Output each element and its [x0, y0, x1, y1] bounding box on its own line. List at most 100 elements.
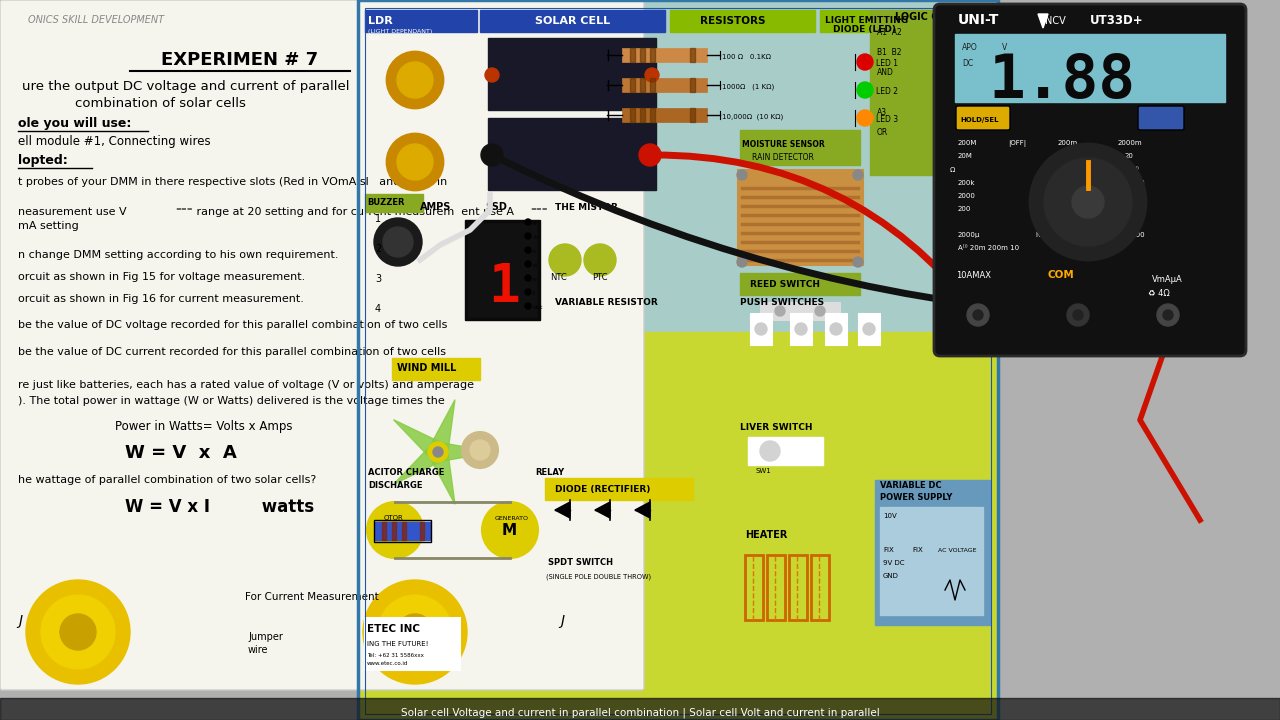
- Circle shape: [525, 233, 531, 239]
- Text: GENERATO: GENERATO: [495, 516, 529, 521]
- Text: ONICS SKILL DEVELOPMENT: ONICS SKILL DEVELOPMENT: [28, 15, 164, 25]
- Text: LOGIC GATES: LOGIC GATES: [895, 12, 966, 22]
- Text: + 600: + 600: [1125, 193, 1147, 199]
- Text: 200: 200: [957, 206, 972, 212]
- Bar: [0, 698, 1280, 720]
- Bar: [690, 108, 695, 122]
- Text: ETEC INC: ETEC INC: [367, 624, 420, 634]
- Text: 1: 1: [375, 214, 381, 224]
- Text: he wattage of parallel combination of two solar cells?: he wattage of parallel combination of tw…: [18, 475, 316, 485]
- Text: V~: V~: [1125, 219, 1135, 225]
- Bar: [392, 522, 396, 540]
- Text: BUZZER: BUZZER: [367, 198, 404, 207]
- Circle shape: [639, 144, 660, 166]
- Text: range at 20 setting and for current measurem  ent use A: range at 20 setting and for current meas…: [193, 207, 515, 217]
- Circle shape: [383, 227, 413, 257]
- Text: ♻ 4Ω: ♻ 4Ω: [1148, 289, 1170, 298]
- Bar: [739, 170, 863, 265]
- Bar: [488, 38, 657, 110]
- Text: 10,000Ω  (10 KΩ): 10,000Ω (10 KΩ): [722, 114, 783, 120]
- Text: f: f: [532, 291, 535, 296]
- Text: UNI-T: UNI-T: [957, 13, 1000, 27]
- Text: 2: 2: [375, 244, 381, 254]
- Text: SOLAR CELL: SOLAR CELL: [535, 16, 611, 26]
- Text: 1.88: 1.88: [988, 52, 1135, 111]
- Text: Tel: +62 31 5586xxx: Tel: +62 31 5586xxx: [367, 653, 424, 658]
- Bar: [630, 78, 635, 92]
- Text: • 200: • 200: [1125, 232, 1144, 238]
- Text: For Current Measurement: For Current Measurement: [244, 592, 379, 602]
- Text: LED 2: LED 2: [876, 87, 899, 96]
- Bar: [392, 358, 480, 380]
- Text: Jumper: Jumper: [248, 632, 283, 642]
- Text: THE MISTOR: THE MISTOR: [556, 203, 618, 212]
- Text: COM: COM: [1048, 270, 1075, 280]
- Text: NCV: NCV: [1036, 232, 1050, 238]
- Circle shape: [863, 323, 876, 335]
- Bar: [669, 10, 815, 32]
- Text: SPDT SWITCH: SPDT SWITCH: [548, 558, 613, 567]
- Text: DIODE (RECTIFIER): DIODE (RECTIFIER): [556, 485, 650, 494]
- Circle shape: [525, 247, 531, 253]
- Text: t probes of your DMM in there respective slots (Red in VOmA sl   and black in: t probes of your DMM in there respective…: [18, 177, 447, 187]
- Circle shape: [549, 244, 581, 276]
- Bar: [748, 437, 823, 465]
- Text: 2000: 2000: [957, 193, 975, 199]
- Circle shape: [815, 306, 826, 316]
- Text: 9V DC: 9V DC: [883, 560, 905, 566]
- Circle shape: [397, 614, 433, 650]
- Text: AC VOLTAGE: AC VOLTAGE: [938, 548, 977, 553]
- Bar: [630, 48, 635, 62]
- Circle shape: [462, 432, 498, 468]
- Text: wire: wire: [248, 645, 269, 655]
- Text: WIND MILL: WIND MILL: [397, 363, 457, 373]
- Text: HEATER: HEATER: [745, 530, 787, 540]
- Bar: [750, 313, 772, 345]
- Text: DC: DC: [963, 59, 973, 68]
- Circle shape: [397, 144, 433, 180]
- Bar: [381, 522, 387, 540]
- Bar: [760, 302, 840, 320]
- Circle shape: [584, 244, 616, 276]
- Bar: [650, 78, 655, 92]
- Text: REED SWITCH: REED SWITCH: [750, 280, 820, 289]
- Text: FIX: FIX: [883, 547, 893, 553]
- Circle shape: [525, 219, 531, 225]
- Text: 10V: 10V: [883, 513, 897, 519]
- Circle shape: [525, 289, 531, 295]
- Bar: [402, 522, 406, 540]
- Text: W = V  x  A: W = V x A: [125, 444, 237, 462]
- Text: M: M: [502, 523, 517, 538]
- Circle shape: [397, 62, 433, 98]
- Text: FIX: FIX: [911, 547, 923, 553]
- Text: 200k: 200k: [957, 180, 975, 186]
- Text: be the value of DC voltage recorded for this parallel combination of two cells: be the value of DC voltage recorded for …: [18, 320, 448, 330]
- Circle shape: [374, 218, 422, 266]
- Text: be the value of DC current recorded for this parallel combination of two cells: be the value of DC current recorded for …: [18, 347, 445, 357]
- Polygon shape: [393, 420, 440, 457]
- Bar: [690, 78, 695, 92]
- Text: • 600: • 600: [1125, 206, 1144, 212]
- Circle shape: [470, 440, 490, 460]
- Bar: [690, 48, 695, 62]
- Bar: [767, 555, 785, 620]
- Polygon shape: [1038, 14, 1048, 28]
- Text: SSD: SSD: [485, 202, 507, 212]
- Bar: [365, 10, 477, 32]
- Text: RESISTORS: RESISTORS: [700, 16, 765, 26]
- Bar: [640, 108, 645, 122]
- Bar: [650, 108, 655, 122]
- Text: M: M: [388, 523, 403, 538]
- Text: NTC: NTC: [550, 273, 567, 282]
- Text: TOR: TOR: [369, 36, 381, 41]
- Text: ). The total power in wattage (W or Watts) delivered is the voltage times the: ). The total power in wattage (W or Watt…: [18, 396, 444, 406]
- Polygon shape: [430, 400, 454, 451]
- Circle shape: [41, 595, 115, 669]
- Text: 1000Ω   (1 KΩ): 1000Ω (1 KΩ): [722, 84, 774, 91]
- Circle shape: [525, 303, 531, 309]
- Text: POWER SUPPLY: POWER SUPPLY: [881, 493, 952, 502]
- Text: LED 1: LED 1: [876, 59, 899, 68]
- Circle shape: [1157, 304, 1179, 326]
- Text: VARIABLE DC: VARIABLE DC: [881, 481, 942, 490]
- Text: Ω: Ω: [950, 167, 955, 173]
